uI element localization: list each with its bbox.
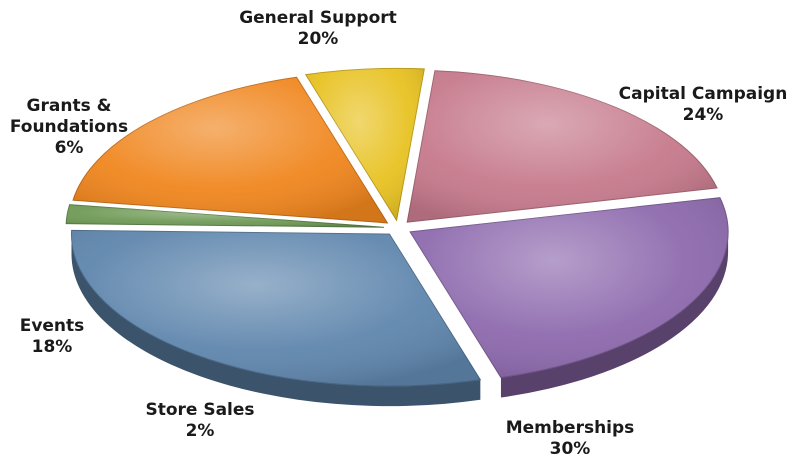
slice-label-general-support-value: 20% <box>297 29 339 49</box>
slice-label-general-support: General Support 20% <box>228 8 408 50</box>
slice-label-grants-foundations-value: 6% <box>54 138 84 158</box>
pie-slice-general-support <box>406 70 718 223</box>
slice-label-grants-foundations: Grants & Foundations 6% <box>0 96 138 159</box>
slice-label-capital-campaign-name: Capital Campaign <box>618 84 788 104</box>
slice-label-store-sales-value: 2% <box>185 421 215 441</box>
pie-slice-memberships <box>71 229 482 407</box>
pie-slice-store-sales-highlight <box>66 204 385 228</box>
pie-slice-general-support-highlight <box>407 70 718 223</box>
slice-label-store-sales: Store Sales 2% <box>140 400 260 442</box>
pie-slice-capital-campaign-highlight <box>410 197 729 378</box>
slice-label-memberships-name: Memberships <box>505 418 635 438</box>
pie-slice-store-sales <box>65 204 385 228</box>
pie-slice-capital-campaign-side <box>500 231 729 398</box>
pie-slice-events <box>72 76 389 224</box>
pie-slice-memberships-highlight <box>71 230 481 387</box>
slice-label-events: Events 18% <box>8 316 96 358</box>
slice-label-grants-foundations-name: Grants & Foundations <box>9 96 129 137</box>
slice-label-events-name: Events <box>19 316 85 336</box>
slice-label-capital-campaign: Capital Campaign 24% <box>610 84 796 126</box>
slice-label-memberships: Memberships 30% <box>495 418 645 460</box>
slice-label-memberships-value: 30% <box>549 439 591 459</box>
pie-slice-memberships-side <box>71 234 481 407</box>
pie-slice-grants-foundations-highlight <box>305 68 425 221</box>
slice-label-store-sales-name: Store Sales <box>145 400 255 420</box>
slice-label-general-support-name: General Support <box>239 8 397 28</box>
slice-label-capital-campaign-value: 24% <box>682 105 724 125</box>
pie-slice-capital-campaign <box>409 197 729 398</box>
slice-label-events-value: 18% <box>31 337 73 357</box>
pie-slice-grants-foundations <box>304 67 425 222</box>
pie-slice-events-highlight <box>73 77 388 223</box>
